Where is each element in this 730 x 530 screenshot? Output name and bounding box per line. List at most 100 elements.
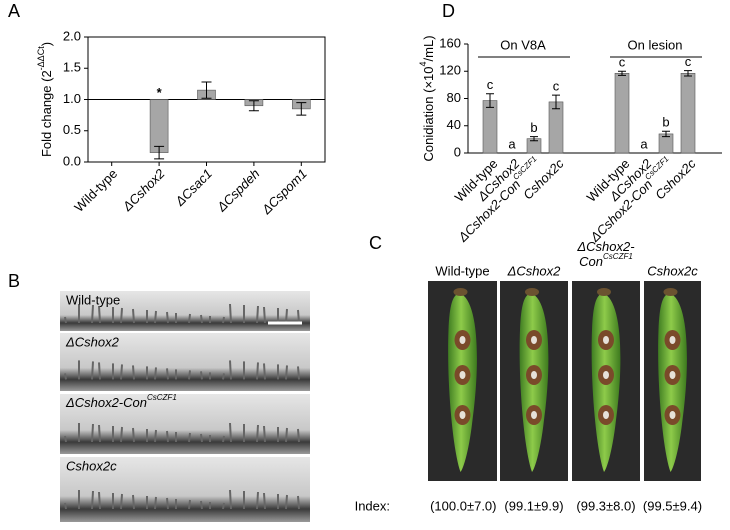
hypha: [285, 308, 288, 324]
hypha: [98, 424, 101, 443]
hypha: [91, 361, 94, 380]
lesion-center: [669, 336, 676, 344]
hypha: [222, 373, 225, 380]
hypha: [132, 365, 135, 380]
panel-label: C: [369, 233, 382, 253]
panel-label: A: [8, 1, 20, 21]
hypha: [64, 373, 67, 380]
significance-letter: b: [662, 115, 669, 130]
micrograph: [60, 394, 310, 454]
hypha: [229, 303, 232, 324]
hypha: [297, 309, 300, 324]
hypha: [166, 430, 169, 443]
y-tick-label: 120: [439, 63, 461, 78]
column-header: Cshox2c: [647, 263, 698, 278]
lesion-center: [531, 336, 537, 344]
error-bar: [201, 81, 212, 99]
hypha: [188, 370, 191, 380]
hypha: [188, 313, 191, 324]
hypha: [256, 362, 259, 380]
bar: [614, 72, 630, 154]
hypha: [98, 491, 101, 510]
stem: [525, 288, 539, 296]
bar: [482, 100, 498, 154]
text-part: ΔCshox2-Con: [65, 395, 147, 410]
hypha: [64, 502, 67, 510]
hypha: [285, 427, 288, 443]
hypha: [120, 493, 123, 510]
image-caption: Cshox2c: [66, 458, 117, 473]
text-part: ΔCshox2-: [576, 239, 635, 254]
text-part: ): [39, 42, 54, 46]
hypha: [64, 316, 67, 324]
index-value: (99.5±9.4): [643, 498, 702, 513]
hypha: [229, 422, 232, 443]
x-tick-label: ΔCspdeh: [213, 166, 262, 215]
hypha: [120, 307, 123, 324]
error-bar: [296, 102, 307, 116]
error-bar: [552, 94, 560, 110]
x-tick-label: Wild-type: [71, 166, 120, 215]
hypha: [91, 423, 94, 443]
significance-mark: *: [157, 85, 163, 100]
hypha: [154, 496, 157, 510]
significance-letter: c: [553, 79, 560, 94]
hypha: [166, 497, 169, 510]
index-label: Index:: [355, 498, 390, 513]
hypha: [120, 426, 123, 443]
hypha: [166, 311, 169, 324]
hypha: [132, 308, 135, 324]
hypha: [91, 304, 94, 324]
hypha: [188, 499, 191, 510]
hypha: [64, 435, 67, 443]
hypha: [154, 310, 157, 324]
micrograph: [60, 457, 310, 522]
lesion-center: [669, 371, 676, 379]
hypha: [222, 316, 225, 324]
x-tick-label: ΔCsac1: [172, 166, 216, 210]
hypha: [91, 490, 94, 510]
hypha: [229, 360, 232, 380]
hypha: [256, 491, 259, 510]
bar: [149, 99, 169, 153]
error-bar: [662, 130, 670, 138]
hypha: [256, 305, 259, 324]
column-header: ΔCshox2-ConCsCZF1: [576, 239, 635, 269]
hypha: [200, 314, 203, 324]
column-header: ΔCshox2: [507, 263, 562, 278]
hypha: [154, 367, 157, 380]
error-bar: [154, 145, 165, 160]
error-bar: [486, 93, 494, 108]
lesion-center: [531, 411, 537, 419]
hypha: [297, 495, 300, 510]
y-tick-label: 0.0: [63, 153, 81, 168]
y-tick-label: 40: [447, 117, 461, 132]
text-part: Conidiation (×10: [421, 66, 436, 161]
bar: [548, 101, 564, 154]
lesion-center: [669, 411, 676, 419]
panel-label: D: [442, 1, 455, 21]
stem: [663, 288, 678, 296]
image-caption: Wild-type: [66, 292, 120, 307]
image-caption: ΔCshox2: [65, 334, 120, 349]
error-bar: [530, 136, 538, 142]
hypha: [263, 492, 266, 510]
significance-letter: c: [487, 77, 494, 92]
column-header: Wild-type: [435, 263, 489, 278]
hypha: [222, 502, 225, 510]
hypha: [200, 500, 203, 510]
y-tick-label: 1.0: [63, 91, 81, 106]
hypha: [263, 306, 266, 324]
group-label: On V8A: [500, 37, 546, 52]
text-part: Con: [579, 254, 603, 269]
y-tick-label: 1.5: [63, 60, 81, 75]
lesion-center: [459, 411, 466, 419]
index-value: (100.0±7.0): [430, 498, 496, 513]
error-bar: [684, 70, 692, 77]
hypha: [154, 429, 157, 443]
hypha: [297, 428, 300, 443]
text-part: Fold change (2: [39, 70, 54, 157]
hypha: [120, 364, 123, 380]
hypha: [188, 432, 191, 443]
lesion-center: [603, 411, 609, 419]
